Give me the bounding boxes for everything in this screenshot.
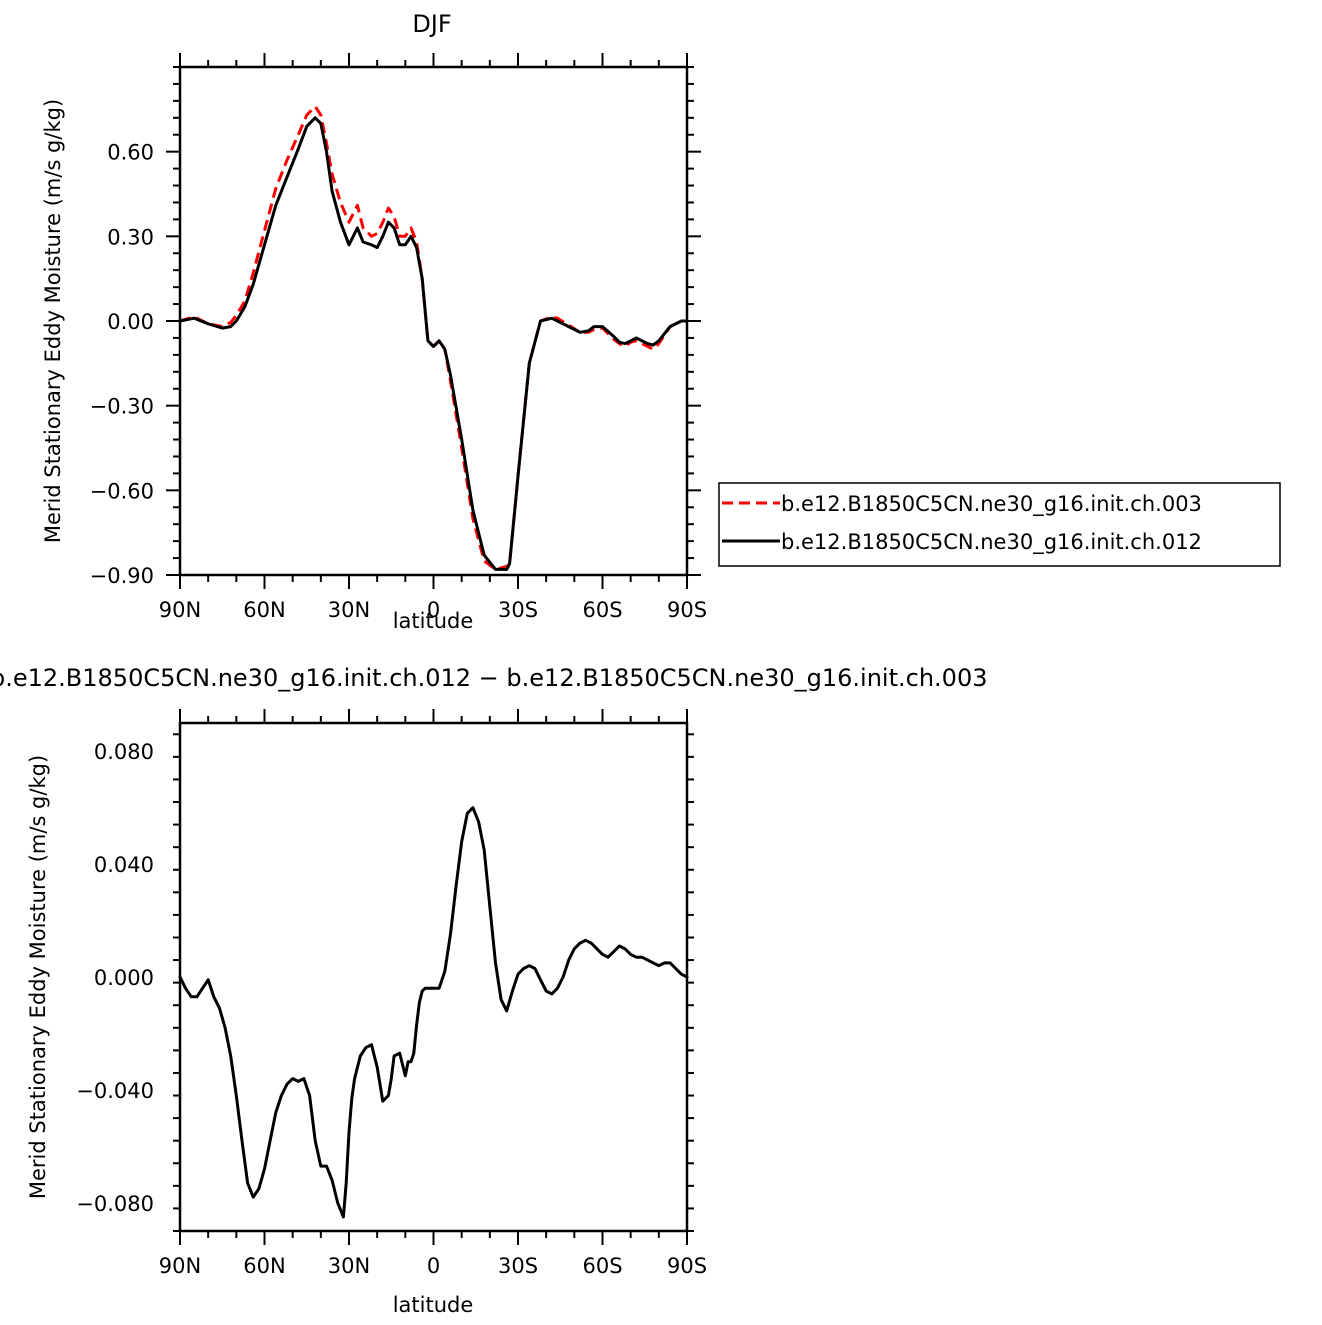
y-tick-label: −0.60 xyxy=(90,479,154,503)
y-tick-label: 0.040 xyxy=(94,853,154,877)
top-panel-lines xyxy=(178,105,689,571)
y-tick-label: 0.30 xyxy=(107,225,154,249)
x-tick-label: 90S xyxy=(667,1254,707,1278)
series-line-0 xyxy=(179,105,687,571)
x-tick-label: 30N xyxy=(328,1254,370,1278)
x-tick-label: 30N xyxy=(328,598,370,622)
y-tick-label: 0.080 xyxy=(94,740,154,764)
x-tick-label: 60N xyxy=(243,1254,285,1278)
top-panel-title: DJF xyxy=(412,10,451,38)
x-tick-label: 0 xyxy=(427,1254,440,1278)
bottom-panel: b.e12.B1850C5CN.ne30_g16.init.ch.012 − b… xyxy=(0,664,987,1317)
top-panel-xlabel: latitude xyxy=(393,609,474,633)
y-tick-label: 0.000 xyxy=(94,966,154,990)
top-panel: DJF 90N 60N 30N 0 30S 60S 90S 0.60 0.30 0.00 −0.30… xyxy=(41,10,707,633)
top-panel-ylabel: Merid Stationary Eddy Moisture (m/s g/kg… xyxy=(41,99,65,543)
x-tick-label: 30S xyxy=(498,598,538,622)
legend: b.e12.B1850C5CN.ne30_g16.init.ch.003 b.e… xyxy=(718,482,1281,567)
y-tick-label: −0.040 xyxy=(76,1079,154,1103)
x-tick-label: 60S xyxy=(582,598,622,622)
series-line-0 xyxy=(178,806,689,1219)
x-tick-label: 90N xyxy=(159,598,201,622)
bottom-panel-title: b.e12.B1850C5CN.ne30_g16.init.ch.012 − b… xyxy=(0,664,987,692)
bottom-panel-xlabel: latitude xyxy=(393,1293,474,1317)
y-tick-label: 0.00 xyxy=(107,310,154,334)
y-tick-label: −0.080 xyxy=(76,1192,154,1216)
x-tick-label: 90N xyxy=(159,1254,201,1278)
legend-box xyxy=(718,482,1281,567)
series-line-1 xyxy=(178,116,689,571)
bottom-panel-lines xyxy=(178,806,689,1219)
y-tick-label: 0.60 xyxy=(107,141,154,165)
y-tick-label: −0.30 xyxy=(90,395,154,419)
x-tick-label: 0 xyxy=(427,598,440,622)
top-panel-frame xyxy=(178,65,689,577)
legend-label-series-1: b.e12.B1850C5CN.ne30_g16.init.ch.012 xyxy=(781,530,1202,555)
x-tick-label: 60S xyxy=(582,1254,622,1278)
top-panel-ticks: 90N 60N 30N 0 30S 60S 90S 0.60 0.30 0.00 −0.30 −0.6… xyxy=(90,53,707,622)
x-tick-label: 30S xyxy=(498,1254,538,1278)
x-tick-label: 90S xyxy=(667,598,707,622)
bottom-panel-frame xyxy=(178,721,689,1233)
bottom-panel-ylabel: Merid Stationary Eddy Moisture (m/s g/kg… xyxy=(26,755,50,1199)
x-tick-label: 60N xyxy=(243,598,285,622)
y-tick-label: −0.90 xyxy=(90,564,154,588)
bottom-panel-ticks: 90N 60N 30N 0 30S 60S 90S 0.080 0.040 0.000 −0.040… xyxy=(76,709,707,1278)
legend-label-series-0: b.e12.B1850C5CN.ne30_g16.init.ch.003 xyxy=(781,492,1202,517)
